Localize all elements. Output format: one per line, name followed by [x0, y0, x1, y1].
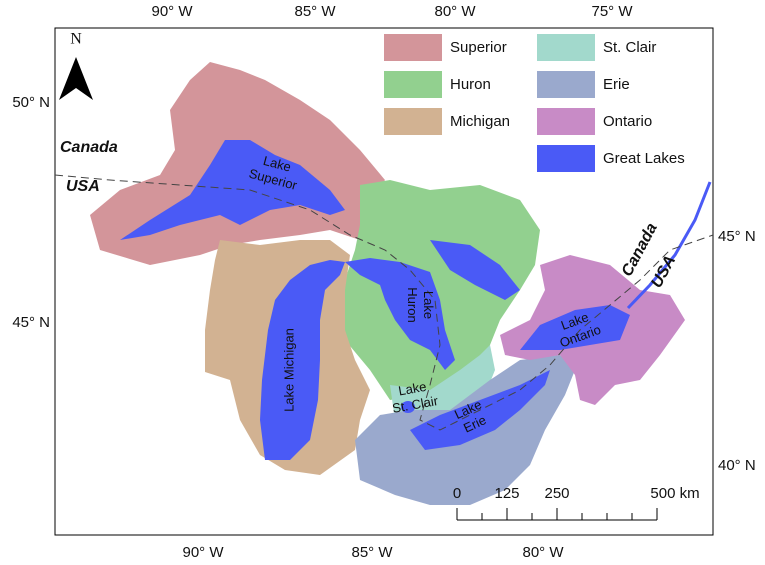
- legend-swatch: [537, 71, 595, 98]
- axis-labels: 90° W 85° W 80° W 75° W 90° W 85° W 80° …: [12, 3, 755, 561]
- left-label: 45° N: [12, 314, 50, 331]
- legend-swatch: [384, 108, 442, 135]
- legend-label: Erie: [603, 76, 630, 93]
- legend-label: Michigan: [450, 113, 510, 130]
- north-arrow: N: [59, 31, 93, 100]
- lakes: [120, 140, 712, 460]
- bottom-label: 80° W: [522, 544, 564, 561]
- north-arrow-shape: [59, 57, 93, 100]
- scale-ticks: [456, 508, 658, 520]
- legend-swatch: [384, 71, 442, 98]
- legend-swatch: [537, 108, 595, 135]
- top-label: 85° W: [294, 3, 336, 20]
- right-label: 45° N: [718, 228, 756, 245]
- top-label: 80° W: [434, 3, 476, 20]
- lake-ontario: [520, 305, 630, 350]
- lake-label: Lake Michigan: [281, 328, 296, 412]
- border: [54, 174, 714, 431]
- left-label: 50° N: [12, 94, 50, 111]
- legend-label: Ontario: [603, 113, 652, 130]
- legend-swatch: [537, 145, 595, 172]
- lake-labels: LakeSuperior LakeHuron Lake Michigan Lak…: [247, 153, 603, 436]
- legend-label: St. Clair: [603, 39, 656, 56]
- bottom-label: 85° W: [351, 544, 393, 561]
- legend: Superior Huron Michigan St. Clair Erie Ontari…: [384, 34, 685, 172]
- country-label: Canada: [60, 139, 118, 156]
- lake-michigan: [260, 260, 345, 460]
- scale-bar: 0 125 250 500 km: [453, 485, 700, 521]
- legend-label: Huron: [450, 76, 491, 93]
- scale-label: 500 km: [650, 485, 699, 502]
- north-label: N: [70, 31, 82, 48]
- legend-label: Superior: [450, 39, 507, 56]
- scale-label: 250: [544, 485, 569, 502]
- lake-label: LakeOntario: [552, 307, 603, 351]
- legend-swatch: [537, 34, 595, 61]
- legend-label: Great Lakes: [603, 150, 685, 167]
- top-label: 75° W: [591, 3, 633, 20]
- country-label: USA: [66, 178, 100, 195]
- lake-st-clair: [401, 401, 415, 413]
- scale-label: 125: [494, 485, 519, 502]
- top-label: 90° W: [151, 3, 193, 20]
- st-lawrence: [626, 181, 712, 310]
- lake-huron: [345, 258, 455, 370]
- scale-label: 0: [453, 485, 461, 502]
- lake-label: LakeHuron: [405, 287, 436, 322]
- georgian-bay: [430, 240, 520, 300]
- lake-superior: [120, 140, 345, 240]
- bottom-label: 90° W: [182, 544, 224, 561]
- legend-swatch: [384, 34, 442, 61]
- right-label: 40° N: [718, 457, 756, 474]
